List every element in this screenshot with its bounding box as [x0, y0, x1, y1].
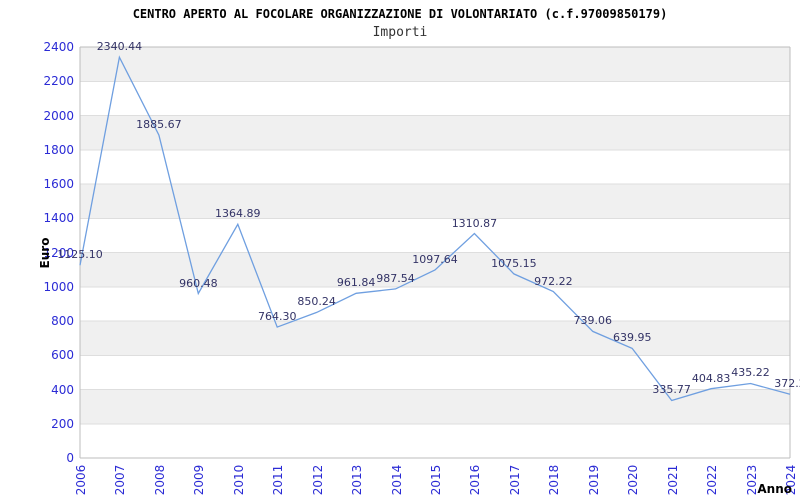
chart-subtitle: Importi	[372, 25, 428, 40]
grid-band	[80, 389, 790, 424]
x-axis-title: Anno	[757, 482, 792, 496]
chart-title: CENTRO APERTO AL FOCOLARE ORGANIZZAZIONE…	[132, 7, 668, 21]
grid-band	[80, 184, 790, 219]
grid-band	[80, 321, 790, 356]
grid-band	[80, 47, 790, 82]
data-line-importi	[79, 55, 791, 402]
y-axis-title: Euro	[38, 237, 52, 269]
grid-band	[80, 115, 790, 150]
